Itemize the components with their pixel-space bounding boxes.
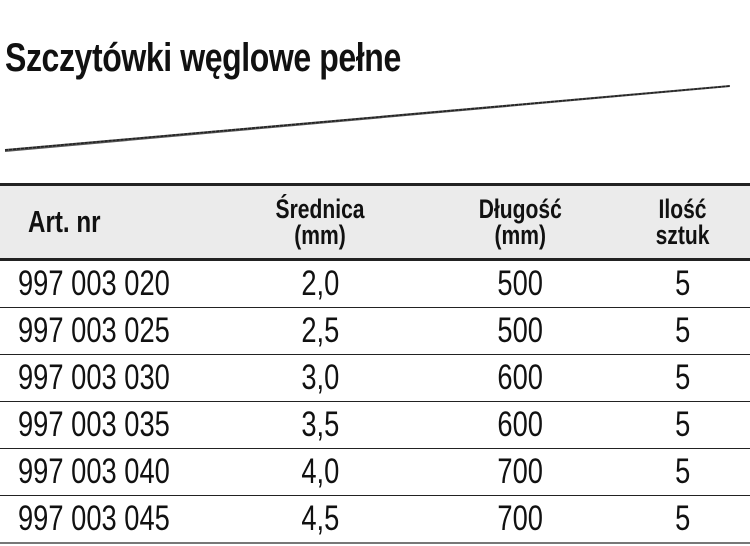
- table-row: 997 003 045 4,5 700 5: [0, 496, 750, 544]
- table-row: 997 003 040 4,0 700 5: [0, 449, 750, 496]
- srednica-cell: 4,5: [301, 499, 339, 538]
- srednica-cell: 2,5: [301, 311, 339, 350]
- page-title: Szczytówki węglowe pełne: [5, 36, 401, 80]
- table-row: 997 003 035 3,5 600 5: [0, 402, 750, 449]
- dlugosc-cell: 700: [497, 499, 543, 538]
- srednica-cell: 4,0: [301, 452, 339, 491]
- art-nr-cell: 997 003 025: [18, 311, 170, 350]
- dlugosc-cell: 500: [497, 311, 543, 350]
- table-header: Art. nr Średnica (mm) Długość (mm) Ilość sz…: [0, 183, 750, 261]
- table-row: 997 003 025 2,5 500 5: [0, 308, 750, 355]
- ilosc-cell: 5: [675, 358, 691, 397]
- srednica-cell: 3,5: [301, 405, 339, 444]
- table-row: 997 003 030 3,0 600 5: [0, 355, 750, 402]
- ilosc-cell: 5: [675, 452, 691, 491]
- ilosc-cell: 5: [675, 499, 691, 538]
- ilosc-cell: 5: [675, 311, 691, 350]
- ilosc-cell: 5: [675, 405, 691, 444]
- art-nr-cell: 997 003 040: [18, 452, 170, 491]
- carbon-rod-image: [4, 85, 731, 152]
- header-ilosc: Ilość sztuk: [656, 194, 710, 250]
- product-table: Art. nr Średnica (mm) Długość (mm) Ilość sz…: [0, 183, 750, 544]
- srednica-cell: 2,0: [301, 264, 339, 303]
- header-srednica: Średnica (mm): [275, 194, 365, 250]
- srednica-cell: 3,0: [301, 358, 339, 397]
- dlugosc-cell: 600: [497, 405, 543, 444]
- art-nr-cell: 997 003 045: [18, 499, 170, 538]
- ilosc-cell: 5: [675, 264, 691, 303]
- header-art-nr: Art. nr: [28, 204, 101, 239]
- art-nr-cell: 997 003 020: [18, 264, 170, 303]
- art-nr-cell: 997 003 035: [18, 405, 170, 444]
- dlugosc-cell: 600: [497, 358, 543, 397]
- dlugosc-cell: 700: [497, 452, 543, 491]
- dlugosc-cell: 500: [497, 264, 543, 303]
- table-row: 997 003 020 2,0 500 5: [0, 261, 750, 308]
- art-nr-cell: 997 003 030: [18, 358, 170, 397]
- header-dlugosc: Długość (mm): [478, 194, 562, 250]
